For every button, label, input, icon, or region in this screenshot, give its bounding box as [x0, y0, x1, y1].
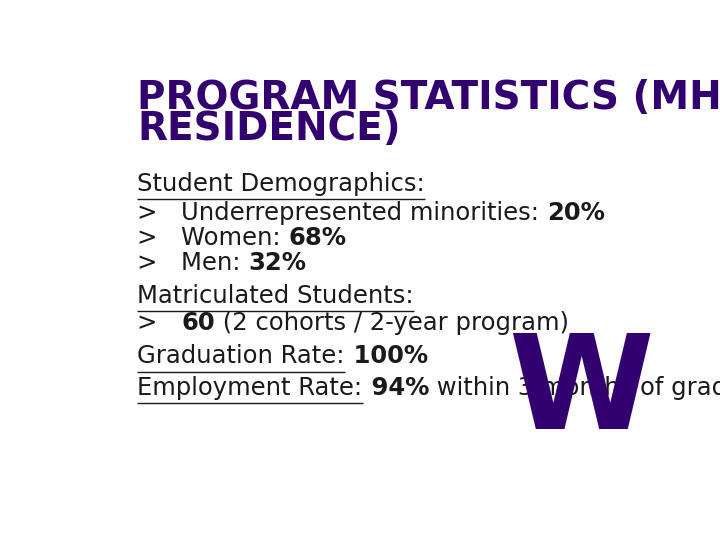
Text: 68%: 68%	[289, 226, 346, 250]
Text: >: >	[138, 311, 181, 335]
Text: 100%: 100%	[345, 345, 428, 368]
Text: Employment Rate:: Employment Rate:	[138, 375, 363, 400]
Text: 60: 60	[181, 311, 215, 335]
Text: >: >	[138, 251, 181, 275]
Text: Matriculated Students:: Matriculated Students:	[138, 284, 414, 308]
Text: Men:: Men:	[181, 251, 248, 275]
Text: (2 cohorts / 2-year program): (2 cohorts / 2-year program)	[215, 311, 569, 335]
Text: Underrepresented minorities:: Underrepresented minorities:	[181, 201, 546, 225]
Text: >: >	[138, 226, 181, 250]
Text: W: W	[508, 329, 654, 456]
Text: 20%: 20%	[546, 201, 605, 225]
Text: within 3 months of graduation: within 3 months of graduation	[429, 375, 720, 400]
Text: >: >	[138, 201, 181, 225]
Text: RESIDENCE): RESIDENCE)	[138, 110, 401, 148]
Text: PROGRAM STATISTICS (MHA IN-: PROGRAM STATISTICS (MHA IN-	[138, 79, 720, 117]
Text: 94%: 94%	[363, 375, 429, 400]
Text: Graduation Rate:: Graduation Rate:	[138, 345, 345, 368]
Text: 32%: 32%	[248, 251, 306, 275]
Text: Women:: Women:	[181, 226, 289, 250]
Text: Student Demographics:: Student Demographics:	[138, 172, 426, 196]
